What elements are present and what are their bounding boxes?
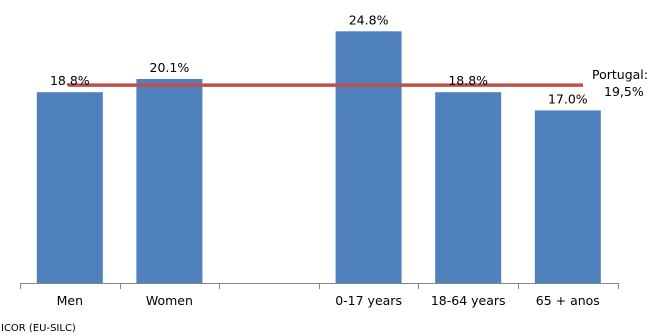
- x-axis-ticks: [20, 283, 619, 289]
- data-label: 18.8%: [50, 73, 90, 88]
- data-label: 18.8%: [448, 73, 488, 88]
- bar: [534, 110, 601, 284]
- reference-line-group: Portugal: 19,5%: [68, 67, 648, 99]
- bar: [36, 92, 103, 283]
- bar: [136, 79, 203, 283]
- category-label: 65 + anos: [536, 293, 600, 308]
- reference-line-label-1: Portugal:: [592, 67, 648, 82]
- category-label: Women: [146, 293, 193, 308]
- data-label: 20.1%: [150, 60, 190, 75]
- bar: [335, 31, 402, 283]
- category-labels: Men Women 0-17 years 18-64 years 65 + anos: [57, 293, 600, 308]
- bar: [435, 92, 502, 283]
- data-label: 17.0%: [548, 91, 588, 106]
- category-label: 0-17 years: [335, 293, 402, 308]
- data-label: 24.8%: [349, 12, 389, 27]
- source-note: ICOR (EU-SILC): [1, 323, 76, 334]
- category-label: Men: [57, 293, 83, 308]
- category-label: 18-64 years: [431, 293, 506, 308]
- reference-line-label-2: 19,5%: [604, 84, 644, 99]
- data-labels: 18.8% 20.1% 24.8% 18.8% 17.0%: [50, 12, 588, 106]
- bars-group: [36, 31, 601, 284]
